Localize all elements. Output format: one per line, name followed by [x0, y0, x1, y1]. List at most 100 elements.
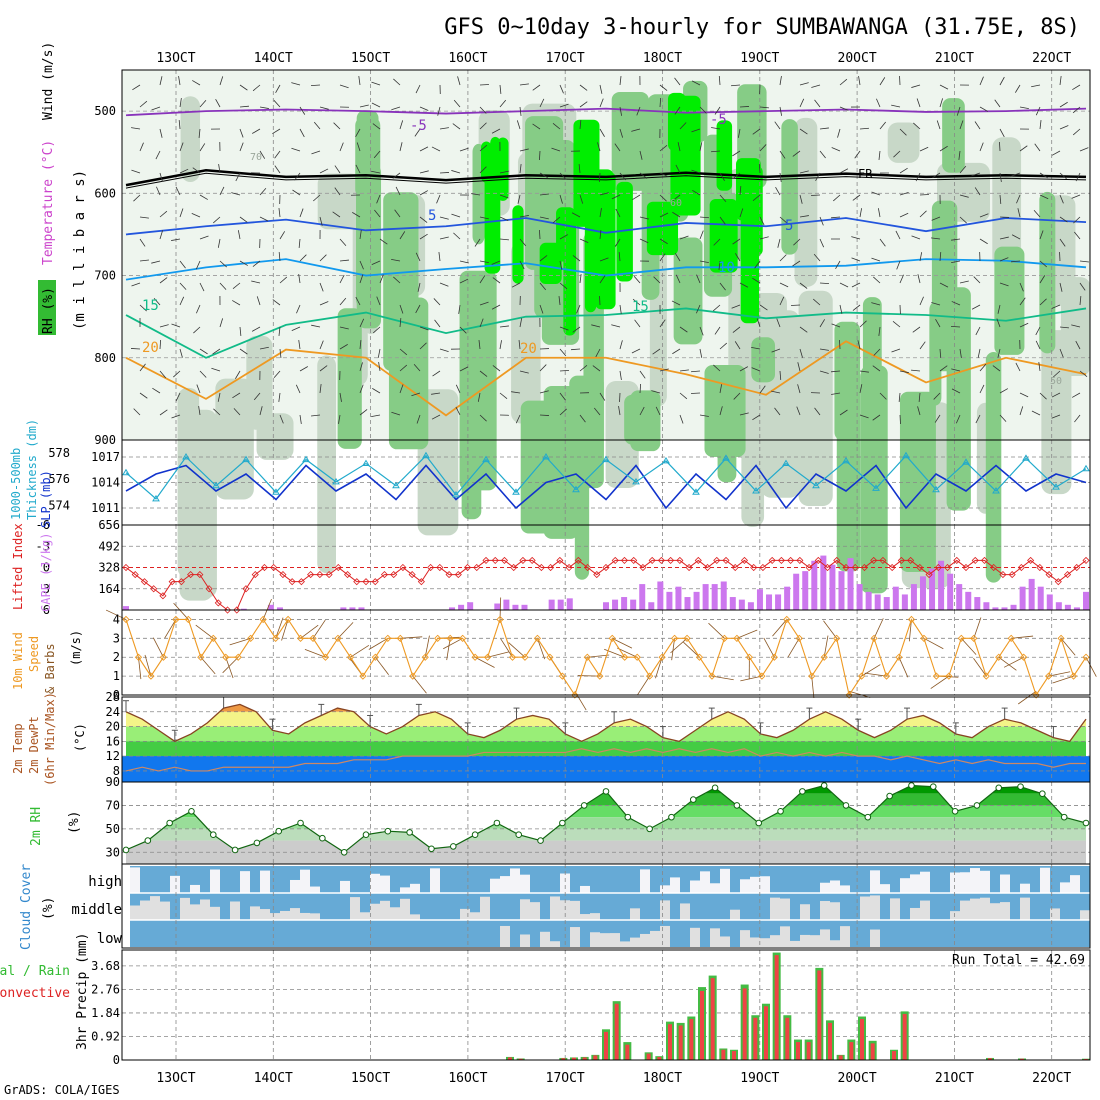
upper-wind-barb	[499, 340, 502, 350]
li-marker	[417, 578, 425, 586]
cloud-clear-bar	[180, 897, 190, 920]
upper-wind-barb	[619, 106, 622, 116]
upper-wind-barb	[572, 326, 581, 333]
cloud-clear-bar	[970, 898, 980, 920]
upper-wind-barb	[479, 84, 490, 86]
upper-wind-barb	[679, 326, 688, 333]
wind-speed-marker	[533, 634, 542, 642]
thickness-marker	[722, 454, 730, 461]
li-marker	[436, 563, 444, 572]
upper-wind-barb	[619, 172, 626, 181]
cape-bar	[349, 607, 356, 610]
temp-line	[125, 703, 1087, 743]
cloud-clear-bar	[720, 868, 730, 893]
upper-wind-barb	[233, 408, 241, 416]
wind-speed-marker	[745, 653, 754, 661]
wind10m-barb	[671, 638, 675, 661]
precip-conv-bar	[518, 1058, 523, 1060]
upper-wind-barb	[936, 120, 941, 130]
upper-wind-barb	[431, 146, 441, 152]
label-2m-temp: 2m Temp	[11, 723, 25, 774]
upper-wind-barb	[239, 260, 248, 266]
upper-wind-barb	[999, 257, 1009, 262]
upper-wind-barb	[339, 274, 345, 284]
upper-wind-barb	[133, 408, 141, 416]
upper-wind-barb	[339, 392, 342, 402]
y-tick-label: 800	[94, 351, 116, 365]
rh-marker	[646, 825, 653, 833]
rh-marker	[406, 829, 413, 836]
upper-wind-barb	[831, 216, 841, 219]
wind10m-barb	[229, 637, 251, 646]
upper-wind-barb	[1079, 260, 1089, 263]
y-tick-label: 0	[113, 1053, 120, 1067]
upper-wind-barb	[217, 238, 221, 248]
wind10m-barb	[772, 619, 788, 637]
cloud-clear-bar	[920, 900, 930, 920]
upper-wind-barb	[611, 194, 621, 200]
top-date-label: 14OCT	[254, 51, 293, 66]
precip-axis-ticks: 0 0.92 1.84 2.76 3.68	[91, 959, 120, 1067]
cloud-clear-bar	[400, 887, 410, 893]
upper-wind-barb	[359, 104, 369, 108]
cloud-clear-bar	[660, 925, 670, 947]
upper-wind-barb	[979, 238, 988, 245]
upper-wind-barb	[419, 216, 428, 223]
upper-wind-barb	[272, 128, 281, 135]
upper-wind-barb	[759, 144, 767, 152]
upper-wind-barb	[977, 348, 981, 358]
upper-wind-barb	[299, 366, 308, 372]
upper-wind-barb	[639, 383, 642, 394]
upper-wind-barb	[419, 233, 428, 240]
cloud-clear-bar	[920, 871, 930, 893]
upper-wind-barb	[319, 254, 327, 262]
upper-wind-barb	[552, 216, 561, 224]
rh-band	[126, 793, 1086, 806]
upper-wind-barb	[272, 299, 281, 306]
li-line	[125, 559, 1087, 611]
li-marker	[223, 606, 232, 614]
wind10m-barb	[587, 654, 610, 658]
upper-wind-barb	[859, 384, 863, 394]
upper-wind-barb	[159, 230, 164, 240]
li-marker	[787, 556, 795, 564]
top-date-label: 19OCT	[740, 51, 779, 66]
upper-wind-barb	[252, 84, 261, 92]
thickness-marker	[272, 488, 280, 495]
bottom-date-label: 13OCT	[156, 1071, 195, 1086]
wind-speed-marker	[546, 653, 554, 661]
upper-wind-barb	[278, 208, 281, 218]
upper-wind-barb	[195, 304, 201, 314]
upper-wind-barb	[359, 340, 362, 350]
rh-fill-bright	[616, 181, 633, 282]
precip-panel: 0 0.92 1.84 2.76 3.68 Run Total = 42.69	[91, 949, 1091, 1067]
li-marker	[685, 563, 693, 572]
upper-wind-barb	[719, 172, 725, 181]
label-thickness-units: Thickness (dm)	[25, 419, 39, 520]
label-precip-units: 3hr Precip (mm)	[75, 933, 90, 1050]
upper-contour-labels: -5 -5 FR 5 5 10 15 15 20 20 70 60 50	[142, 112, 1062, 387]
cloud-clear-bar	[1000, 902, 1010, 920]
upper-wind-barb	[278, 392, 281, 402]
upper-wind-barb	[139, 392, 148, 399]
wind-speed-marker	[621, 653, 629, 661]
upper-wind-barb	[338, 414, 341, 424]
chart-title: GFS 0~10day 3-hourly for SUMBAWANGA (31.…	[444, 15, 1080, 40]
cloud-clear-bar	[670, 877, 680, 893]
cloud-clear-bar	[370, 903, 380, 920]
upper-wind-barb	[399, 384, 404, 394]
cloud-clear-bar	[580, 885, 590, 893]
upper-wind-barb	[774, 407, 781, 416]
upper-wind-barb	[851, 282, 861, 288]
wind10m-barb	[508, 642, 526, 658]
upper-wind-barb	[614, 143, 621, 152]
wind10m-barb	[763, 637, 775, 658]
li-marker	[620, 556, 629, 564]
fr-label: FR	[858, 167, 873, 181]
upper-wind-barb	[198, 128, 201, 138]
li-marker	[260, 563, 269, 572]
upper-wind-barb	[218, 164, 221, 174]
cloud-clear-bar	[580, 914, 590, 920]
wind10m-barb	[740, 675, 762, 682]
upper-wind-barb	[393, 276, 401, 284]
